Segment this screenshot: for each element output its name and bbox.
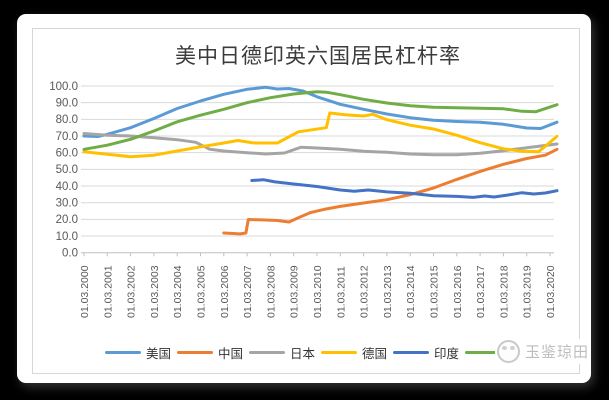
legend-swatch-india <box>393 350 430 355</box>
legend-swatch-china <box>176 350 213 355</box>
legend-swatch-uk <box>465 350 502 355</box>
x-tick-label: 01.03.2012 <box>359 265 371 318</box>
legend-label-japan: 日本 <box>289 347 315 361</box>
legend-swatch-japan <box>248 350 285 355</box>
y-tick-label: 0.0 <box>62 248 78 260</box>
y-tick-label: 10.0 <box>56 231 78 243</box>
chart-card: 美中日德印英六国居民杠杆率 100.0 90.0 80.0 70.0 60.0 50.0 4… <box>17 14 592 383</box>
chart-area: 美中日德印英六国居民杠杆率 100.0 90.0 80.0 70.0 60.0 50.0 4… <box>32 28 592 374</box>
legend-label-germany: 德国 <box>362 347 388 361</box>
x-tick-label: 01.03.2011 <box>335 266 347 318</box>
series-line-germany <box>82 111 559 159</box>
x-tick-label: 01.03.2001 <box>102 265 114 318</box>
legend-swatch-germany <box>321 350 357 355</box>
series-line-uk <box>82 90 559 151</box>
y-tick-label: 70.0 <box>56 131 78 143</box>
legend-label-us: 美国 <box>145 347 171 361</box>
x-tick-label: 01.03.2000 <box>79 265 91 318</box>
legend-item-us: 美国 <box>104 343 171 362</box>
x-tick-label: 01.03.2019 <box>522 265 534 318</box>
legend-label-india: 印度 <box>434 347 460 361</box>
y-tick-label: 100.0 <box>49 81 78 93</box>
watermark-text: 玉鉴琼田 <box>525 345 590 361</box>
legend-label-china: 中国 <box>217 347 243 361</box>
x-tick-label: 01.03.2003 <box>149 265 161 318</box>
legend-item-china: 中国 <box>176 343 243 362</box>
x-tick-label: 01.03.2014 <box>405 265 417 318</box>
x-tick-label: 01.03.2005 <box>196 265 208 318</box>
x-tick-label: 01.03.2006 <box>219 265 231 318</box>
x-tick-label: 01.03.2016 <box>452 265 464 318</box>
legend-item-germany: 德国 <box>321 343 387 362</box>
y-tick-label: 20.0 <box>56 214 78 226</box>
legend-item-japan: 日本 <box>248 343 315 362</box>
x-tick-label: 01.03.2015 <box>429 265 441 318</box>
x-tick-label: 01.03.2018 <box>498 265 510 318</box>
x-tick-label: 01.03.2020 <box>545 265 557 318</box>
panda-logo-icon <box>497 340 520 363</box>
x-tick-label: 01.03.2013 <box>382 265 394 318</box>
y-tick-label: 90.0 <box>56 97 78 109</box>
x-tick-label: 01.03.2010 <box>312 265 324 318</box>
watermark: 玉鉴琼田 <box>495 339 592 364</box>
y-tick-label: 40.0 <box>56 181 78 193</box>
x-tick-label: 01.03.2008 <box>265 265 277 318</box>
series-line-india <box>250 178 559 199</box>
series-line-japan <box>82 132 559 157</box>
series-line-china <box>222 147 559 236</box>
x-tick-label: 01.03.2009 <box>289 265 301 318</box>
x-tick-label: 01.03.2017 <box>475 265 487 318</box>
legend-item-india: 印度 <box>393 343 459 362</box>
chart-title: 美中日德印英六国居民杠杆率 <box>175 44 461 68</box>
y-tick-label: 60.0 <box>56 147 78 159</box>
series-line-us <box>82 85 559 138</box>
legend-swatch-us <box>104 350 141 355</box>
y-tick-label: 80.0 <box>56 114 78 126</box>
y-tick-label: 30.0 <box>56 197 78 209</box>
x-tick-label: 01.03.2007 <box>242 265 254 318</box>
chart-plot: 100.0 90.0 80.0 70.0 60.0 50.0 40.0 30.0 20.0 10.… <box>49 81 559 318</box>
y-tick-label: 50.0 <box>56 164 78 176</box>
x-tick-label: 01.03.2002 <box>126 265 138 318</box>
x-tick-label: 01.03.2004 <box>172 265 184 318</box>
